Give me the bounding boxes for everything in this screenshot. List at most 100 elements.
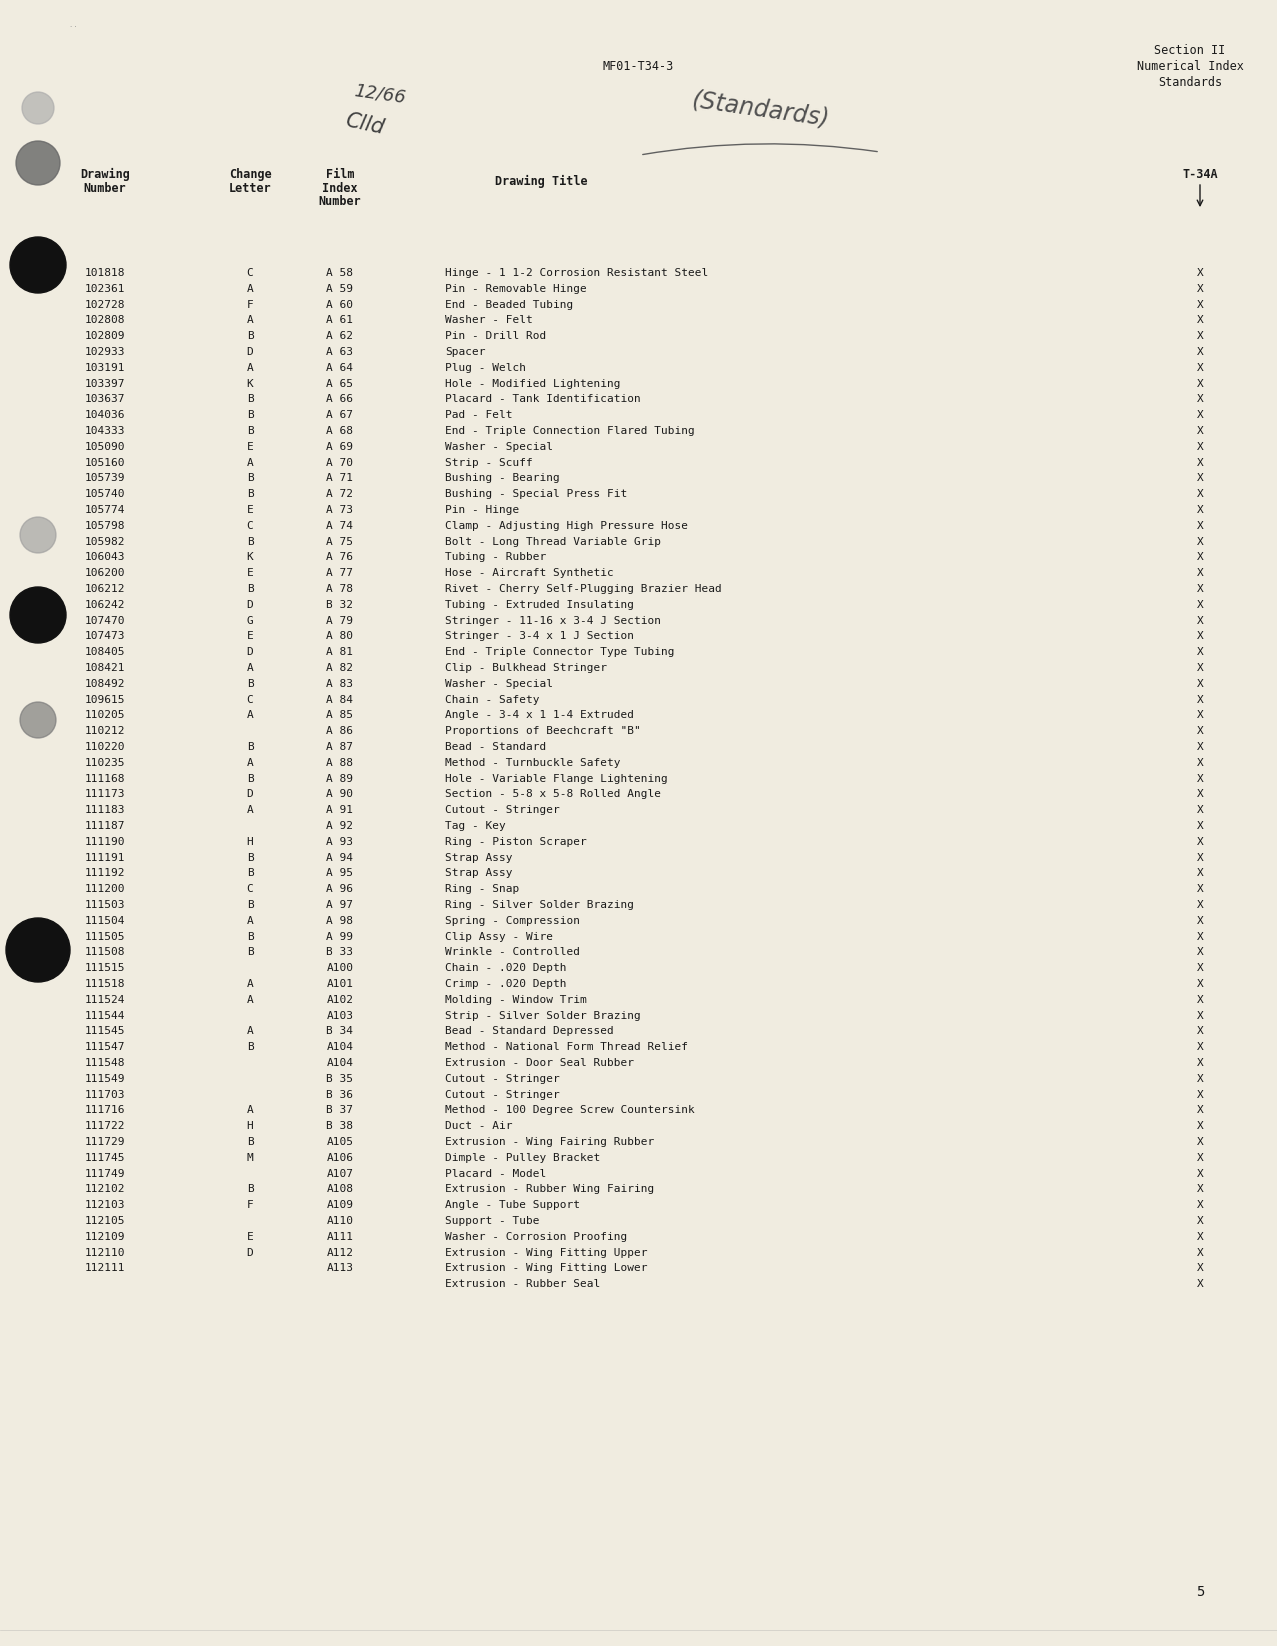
Text: X: X <box>1197 979 1203 989</box>
Text: Method - 100 Degree Screw Countersink: Method - 100 Degree Screw Countersink <box>444 1106 695 1116</box>
Text: A 70: A 70 <box>327 458 354 467</box>
Text: X: X <box>1197 1264 1203 1274</box>
Text: Method - National Form Thread Relief: Method - National Form Thread Relief <box>444 1042 688 1052</box>
Text: 112110: 112110 <box>84 1248 125 1258</box>
Text: A 59: A 59 <box>327 283 354 293</box>
Text: Hinge - 1 1-2 Corrosion Resistant Steel: Hinge - 1 1-2 Corrosion Resistant Steel <box>444 268 709 278</box>
Text: T-34A: T-34A <box>1183 168 1218 181</box>
Text: Method - Turnbuckle Safety: Method - Turnbuckle Safety <box>444 757 621 767</box>
Text: A 73: A 73 <box>327 505 354 515</box>
Text: A 84: A 84 <box>327 695 354 704</box>
Text: Number: Number <box>83 181 126 194</box>
Text: 107470: 107470 <box>84 616 125 625</box>
Text: Extrusion - Wing Fitting Lower: Extrusion - Wing Fitting Lower <box>444 1264 647 1274</box>
Text: X: X <box>1197 963 1203 973</box>
Text: A103: A103 <box>327 1011 354 1021</box>
Text: X: X <box>1197 805 1203 815</box>
Text: Tubing - Extruded Insulating: Tubing - Extruded Insulating <box>444 599 633 609</box>
Text: A 82: A 82 <box>327 663 354 673</box>
Text: Film: Film <box>326 168 354 181</box>
Text: A 76: A 76 <box>327 553 354 563</box>
Text: A: A <box>246 915 253 925</box>
Circle shape <box>10 237 66 293</box>
Text: A105: A105 <box>327 1137 354 1147</box>
Text: Rivet - Cherry Self-Plugging Brazier Head: Rivet - Cherry Self-Plugging Brazier Hea… <box>444 584 722 594</box>
Text: Section - 5-8 x 5-8 Rolled Angle: Section - 5-8 x 5-8 Rolled Angle <box>444 790 661 800</box>
Text: E: E <box>246 441 253 451</box>
Circle shape <box>17 142 60 184</box>
Text: A110: A110 <box>327 1216 354 1226</box>
Text: 111505: 111505 <box>84 932 125 942</box>
Text: 111545: 111545 <box>84 1027 125 1037</box>
Text: B: B <box>246 1185 253 1195</box>
Text: Extrusion - Wing Fitting Upper: Extrusion - Wing Fitting Upper <box>444 1248 647 1258</box>
Text: B: B <box>246 774 253 783</box>
Text: Extrusion - Door Seal Rubber: Extrusion - Door Seal Rubber <box>444 1058 633 1068</box>
Text: X: X <box>1197 1279 1203 1289</box>
Text: 112103: 112103 <box>84 1200 125 1210</box>
Text: X: X <box>1197 584 1203 594</box>
Text: B: B <box>246 410 253 420</box>
Text: Clip - Bulkhead Stringer: Clip - Bulkhead Stringer <box>444 663 607 673</box>
Text: K: K <box>246 553 253 563</box>
Text: A: A <box>246 757 253 767</box>
Text: MF01-T34-3: MF01-T34-3 <box>603 59 674 72</box>
Text: X: X <box>1197 568 1203 578</box>
Text: X: X <box>1197 1027 1203 1037</box>
Text: A 67: A 67 <box>327 410 354 420</box>
Text: 111749: 111749 <box>84 1169 125 1179</box>
Text: A 74: A 74 <box>327 520 354 530</box>
Text: X: X <box>1197 1200 1203 1210</box>
Text: A107: A107 <box>327 1169 354 1179</box>
Text: 102361: 102361 <box>84 283 125 293</box>
Text: 103637: 103637 <box>84 395 125 405</box>
Text: A 90: A 90 <box>327 790 354 800</box>
Text: A104: A104 <box>327 1042 354 1052</box>
Text: A 72: A 72 <box>327 489 354 499</box>
Text: X: X <box>1197 1185 1203 1195</box>
Text: Chain - .020 Depth: Chain - .020 Depth <box>444 963 567 973</box>
Text: B: B <box>246 474 253 484</box>
Circle shape <box>10 588 66 644</box>
Text: 111504: 111504 <box>84 915 125 925</box>
Text: Extrusion - Wing Fairing Rubber: Extrusion - Wing Fairing Rubber <box>444 1137 654 1147</box>
Text: (Standards): (Standards) <box>690 87 830 132</box>
Text: X: X <box>1197 915 1203 925</box>
Text: D: D <box>246 790 253 800</box>
Text: Spring - Compression: Spring - Compression <box>444 915 580 925</box>
Text: A 60: A 60 <box>327 300 354 309</box>
Text: 106242: 106242 <box>84 599 125 609</box>
Text: Drawing: Drawing <box>80 168 130 181</box>
Text: 108492: 108492 <box>84 678 125 688</box>
Text: A 91: A 91 <box>327 805 354 815</box>
Text: Standards: Standards <box>1158 76 1222 89</box>
Text: Chain - Safety: Chain - Safety <box>444 695 539 704</box>
Text: Drawing Title: Drawing Title <box>495 174 587 188</box>
Text: Wrinkle - Controlled: Wrinkle - Controlled <box>444 948 580 958</box>
Text: X: X <box>1197 1073 1203 1083</box>
Text: Pin - Drill Rod: Pin - Drill Rod <box>444 331 547 341</box>
Text: Tag - Key: Tag - Key <box>444 821 506 831</box>
Text: 12/66: 12/66 <box>352 82 407 107</box>
Text: X: X <box>1197 1042 1203 1052</box>
Text: A: A <box>246 1027 253 1037</box>
Text: E: E <box>246 1231 253 1241</box>
Text: Letter: Letter <box>229 181 272 194</box>
Text: Cutout - Stringer: Cutout - Stringer <box>444 805 559 815</box>
Text: A 96: A 96 <box>327 884 354 894</box>
Text: X: X <box>1197 283 1203 293</box>
Circle shape <box>6 918 70 983</box>
Text: Hose - Aircraft Synthetic: Hose - Aircraft Synthetic <box>444 568 614 578</box>
Text: A 64: A 64 <box>327 362 354 372</box>
Text: A 81: A 81 <box>327 647 354 657</box>
Text: 105774: 105774 <box>84 505 125 515</box>
Text: B 38: B 38 <box>327 1121 354 1131</box>
Text: Support - Tube: Support - Tube <box>444 1216 539 1226</box>
Text: C: C <box>246 520 253 530</box>
Text: 102808: 102808 <box>84 316 125 326</box>
Text: 112109: 112109 <box>84 1231 125 1241</box>
Text: A 83: A 83 <box>327 678 354 688</box>
Text: A 98: A 98 <box>327 915 354 925</box>
Text: Section II: Section II <box>1154 44 1226 58</box>
Text: A: A <box>246 283 253 293</box>
